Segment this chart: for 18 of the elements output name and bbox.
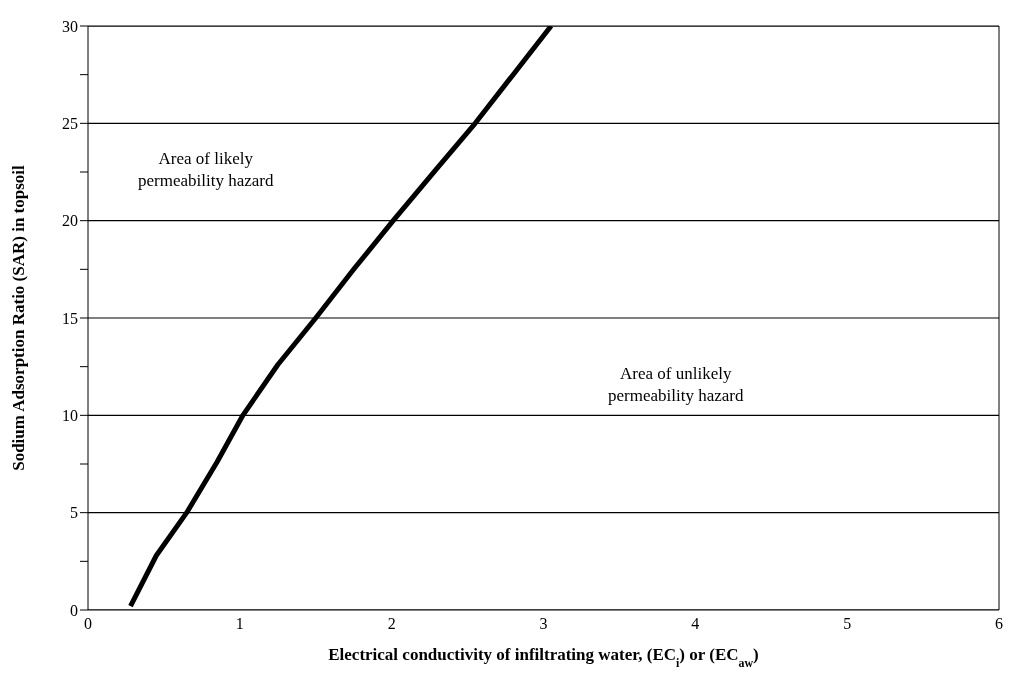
- x-tick-label: 5: [843, 615, 852, 633]
- annotation: Area of unlikely permeability hazard: [608, 363, 744, 408]
- x-axis-title: Electrical conductivity of infiltrating water, (EC$_{i}$) or (EC$_{aw}$): [328, 645, 759, 670]
- x-tick-label: 1: [235, 615, 244, 633]
- x-tick-label: 4: [691, 615, 700, 633]
- y-axis-title: Sodium Adsorption Ratio (SAR) in topsoil: [9, 164, 29, 471]
- annotation: Area of likely permeability hazard: [138, 148, 274, 193]
- y-tick-label: 5: [70, 504, 78, 522]
- y-tick-label: 0: [70, 601, 78, 619]
- y-tick-label: 10: [62, 407, 78, 425]
- y-tick-label: 20: [62, 212, 78, 230]
- y-tick-label: 25: [62, 115, 78, 133]
- x-tick-label: 0: [84, 615, 92, 633]
- x-tick-label: 6: [995, 615, 1003, 633]
- y-tick-label: 30: [62, 17, 78, 35]
- y-tick-label: 15: [62, 309, 78, 327]
- x-tick-label: 2: [387, 615, 396, 633]
- x-tick-label: 3: [539, 615, 548, 633]
